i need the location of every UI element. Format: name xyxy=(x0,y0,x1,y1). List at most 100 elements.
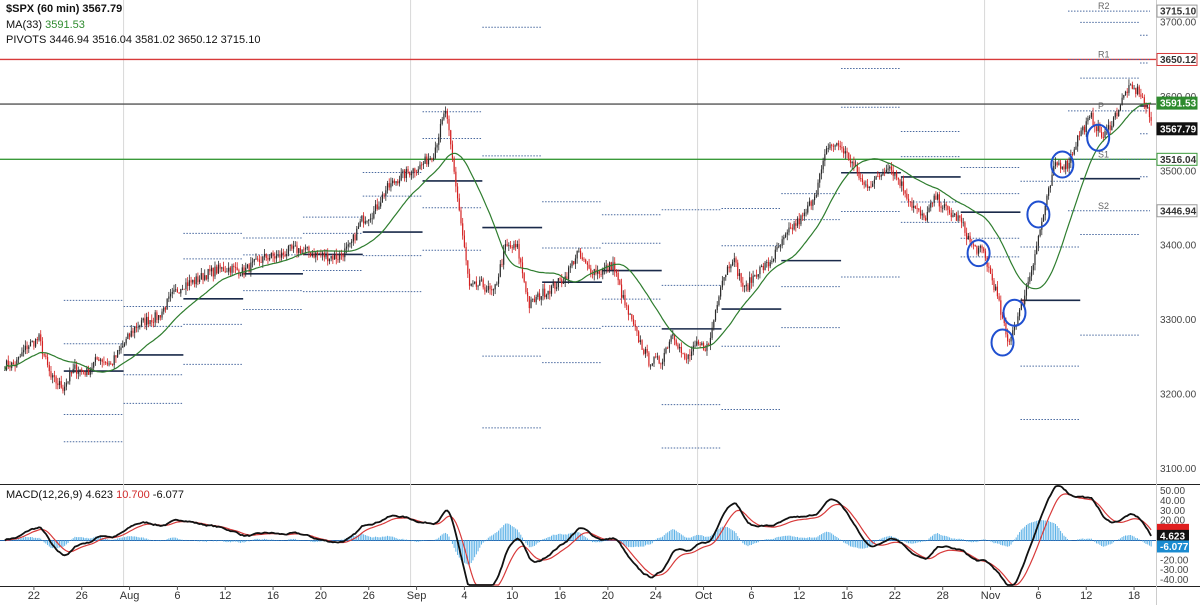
candle-body xyxy=(766,262,768,263)
candle-body xyxy=(214,266,216,277)
candle-body xyxy=(1150,117,1152,121)
candle-body xyxy=(322,252,324,256)
candle-body xyxy=(738,273,741,277)
candle-body xyxy=(84,372,86,375)
candle-body xyxy=(1116,112,1118,116)
date-tick-label: 16 xyxy=(841,590,853,602)
candle-body xyxy=(258,259,260,262)
candle-body xyxy=(976,245,978,254)
candle-body xyxy=(366,220,368,222)
candle-body xyxy=(1095,126,1098,132)
symbol-name: $SPX (60 min) xyxy=(6,3,80,15)
candle-body xyxy=(62,387,64,391)
candle-body xyxy=(759,266,761,275)
candle-body xyxy=(257,258,259,260)
date-tick-label: 12 xyxy=(793,590,805,602)
candle-body xyxy=(1037,236,1039,246)
candle-body xyxy=(643,349,645,354)
candle-body xyxy=(979,246,981,248)
candle-body xyxy=(579,250,582,258)
candle-body xyxy=(820,169,823,174)
candle-body xyxy=(236,267,238,271)
date-tick-label: 4 xyxy=(461,590,467,602)
candle-body xyxy=(378,206,380,210)
candle-body xyxy=(1101,132,1103,138)
candle-body xyxy=(7,360,9,368)
candle-body xyxy=(209,269,211,272)
candle-body xyxy=(925,217,927,221)
candle-body xyxy=(911,202,913,208)
candle-body xyxy=(98,359,100,361)
candle-body xyxy=(422,163,424,165)
candle-body xyxy=(270,252,272,258)
candle-body xyxy=(896,172,898,178)
candle-body xyxy=(523,273,525,282)
candle-body xyxy=(614,262,616,272)
candle-body xyxy=(627,306,629,315)
candle-body xyxy=(376,204,378,210)
legend-ma: MA(33) 3591.53 xyxy=(6,19,85,31)
candle-body xyxy=(650,365,652,367)
candle-body xyxy=(301,249,303,254)
candle-body xyxy=(205,275,208,280)
candle-body xyxy=(735,258,737,263)
candle-body xyxy=(383,194,385,196)
candle-body xyxy=(1118,110,1120,116)
candle-body xyxy=(1138,86,1140,95)
candle-body xyxy=(636,326,638,332)
candle-body xyxy=(1032,264,1034,271)
candle-body xyxy=(193,279,196,285)
candle-body xyxy=(873,179,875,184)
candle-body xyxy=(742,282,744,287)
candle-body xyxy=(1087,118,1089,122)
candle-body xyxy=(443,113,445,120)
candle-body xyxy=(1130,84,1132,86)
annotation-circle xyxy=(966,239,991,268)
candle-body xyxy=(547,290,549,295)
candle-body xyxy=(542,288,544,297)
candle-body xyxy=(486,290,488,292)
candle-body xyxy=(1012,330,1014,337)
candle-body xyxy=(1058,162,1060,165)
candle-body xyxy=(761,265,763,267)
candle-body xyxy=(91,367,93,370)
candle-body xyxy=(790,227,792,229)
candle-body xyxy=(127,333,129,339)
candle-body xyxy=(755,275,758,277)
candle-body xyxy=(313,253,315,258)
candle-body xyxy=(472,283,474,285)
candle-body xyxy=(1109,125,1111,131)
candle-body xyxy=(450,130,452,145)
candle-body xyxy=(629,314,631,316)
candle-body xyxy=(655,356,657,358)
candle-body xyxy=(955,213,957,221)
candle-body xyxy=(294,245,296,247)
symbol-last: 3567.79 xyxy=(82,3,123,15)
candle-body xyxy=(248,264,250,273)
candle-body xyxy=(540,296,542,300)
candle-body xyxy=(568,267,570,280)
candle-body xyxy=(914,205,916,209)
candle-body xyxy=(774,249,776,259)
candle-body xyxy=(945,204,947,206)
candle-body xyxy=(421,164,423,166)
candle-body xyxy=(1082,126,1084,131)
candle-body xyxy=(480,279,483,281)
candle-body xyxy=(260,261,262,263)
candle-body xyxy=(506,244,508,246)
date-tick-label: 26 xyxy=(76,590,88,602)
candle-body xyxy=(146,316,148,326)
candle-body xyxy=(853,161,855,166)
candle-body xyxy=(574,258,577,265)
date-tick-label: Nov xyxy=(981,590,1001,602)
candle-body xyxy=(1135,87,1137,94)
candle-body xyxy=(632,319,635,325)
candle-body xyxy=(573,261,575,265)
candle-body xyxy=(1036,245,1038,255)
candle-body xyxy=(253,259,255,262)
candle-body xyxy=(658,356,660,364)
candle-body xyxy=(147,316,149,325)
candle-body xyxy=(571,261,573,267)
candle-body xyxy=(229,267,231,273)
